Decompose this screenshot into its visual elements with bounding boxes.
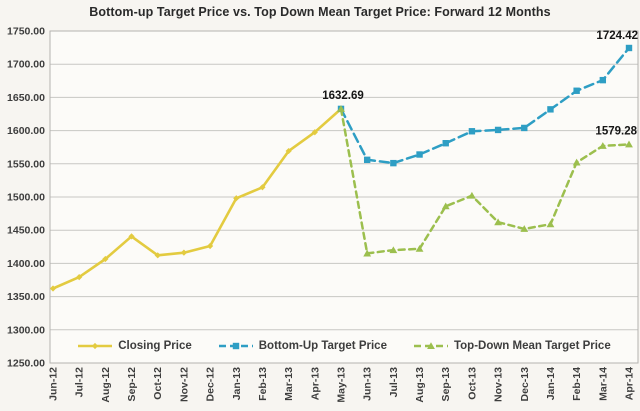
data-point-marker (337, 105, 345, 112)
x-axis-tick-label: Aug-12 (100, 367, 112, 403)
data-point-marker (102, 255, 109, 263)
data-point-marker (546, 220, 555, 228)
data-point-marker (92, 342, 99, 350)
x-axis-tick-label: Sep-13 (440, 367, 452, 402)
data-point-marker (573, 87, 580, 94)
data-point-marker (494, 126, 502, 134)
data-point-marker (468, 191, 476, 199)
x-axis-tick-label: May-13 (336, 367, 348, 403)
data-point-marker (572, 158, 581, 166)
data-point-marker (598, 142, 607, 149)
x-axis-tick-label: Apr-14 (624, 367, 636, 400)
x-axis-tick-label: Jan-14 (545, 367, 557, 400)
data-point-marker (311, 129, 318, 136)
legend-marker-square (218, 342, 253, 350)
x-axis-tick-label: Aug-13 (414, 367, 426, 403)
data-point-marker (547, 106, 554, 113)
data-label: 1632.69 (322, 90, 364, 102)
data-point-marker (233, 195, 240, 202)
y-axis-tick-label: 1700.00 (7, 59, 45, 71)
data-point-marker (441, 202, 450, 210)
y-axis-tick-label: 1650.00 (7, 92, 45, 104)
data-point-marker (625, 140, 633, 148)
data-point-marker (180, 249, 188, 256)
y-axis-tick-label: 1750.00 (7, 26, 45, 38)
x-axis-tick-label: Nov-13 (493, 367, 505, 402)
x-axis-tick-label: Oct-13 (466, 367, 478, 400)
series-line (51, 107, 343, 290)
y-axis-tick-label: 1500.00 (7, 192, 45, 204)
data-point-marker (206, 242, 214, 250)
data-point-marker (49, 285, 57, 292)
x-axis-tick-label: Mar-13 (283, 367, 295, 401)
data-point-marker (521, 124, 528, 132)
legend-marker-diamond (78, 342, 113, 350)
x-axis-tick-label: Nov-12 (178, 367, 190, 402)
x-axis-tick-label: Dec-12 (205, 367, 217, 402)
data-point-marker (76, 274, 83, 281)
y-axis-tick-label: 1450.00 (7, 225, 45, 237)
y-axis-tick-label: 1550.00 (7, 158, 45, 170)
y-axis-tick-label: 1400.00 (7, 258, 45, 270)
series-line (339, 46, 631, 165)
data-point-marker (363, 249, 372, 257)
y-axis-tick-label: 1600.00 (7, 125, 45, 137)
data-point-marker (363, 156, 371, 164)
data-label: 1724.42 (596, 30, 638, 42)
x-axis-tick-label: Oct-12 (152, 367, 164, 400)
data-point-marker (232, 342, 239, 350)
chart-title: Bottom-up Target Price vs. Top Down Mean… (89, 5, 551, 19)
x-axis-tick-label: Sep-12 (126, 367, 138, 402)
data-point-marker (390, 159, 397, 167)
series-top-down-mean-target-price (337, 105, 633, 257)
x-axis-tick-label: Dec-13 (519, 367, 531, 402)
data-point-marker (442, 140, 449, 147)
plot-border (49, 30, 639, 364)
data-point-marker (625, 44, 633, 52)
data-point-marker (494, 218, 502, 226)
y-axis-tick-label: 1350.00 (7, 291, 45, 303)
y-axis-tick-label: 1250.00 (7, 358, 45, 370)
legend-item-bottom-up-target-price: Bottom-Up Target Price (218, 340, 387, 352)
legend-label: Closing Price (118, 340, 192, 352)
data-point-marker (154, 252, 161, 259)
y-axis-tick-label: 1300.00 (7, 324, 45, 336)
data-point-marker (285, 147, 292, 155)
data-point-marker (520, 225, 529, 232)
x-axis-tick-label: Jun-13 (362, 367, 374, 401)
series-line (339, 107, 631, 255)
x-axis-tick-label: Jul-12 (74, 367, 86, 398)
x-axis-tick-label: Mar-14 (597, 367, 609, 401)
data-point-marker (468, 128, 476, 135)
x-axis-tick-label: Feb-13 (257, 367, 269, 401)
data-point-marker (415, 244, 424, 252)
x-axis-tick-label: Feb-14 (571, 367, 583, 401)
x-axis-tick-label: Jun-12 (48, 367, 60, 401)
data-label: 1579.28 (595, 125, 637, 137)
x-axis-tick-label: Jan-13 (231, 367, 243, 400)
data-point-marker (259, 184, 266, 191)
data-point-marker (427, 342, 435, 349)
legend-item-closing-price: Closing Price (77, 340, 192, 352)
legend-item-top-down-mean-target-price: Top-Down Mean Target Price (413, 340, 611, 352)
data-point-marker (128, 233, 135, 240)
legend-label: Top-Down Mean Target Price (453, 340, 611, 352)
x-axis-tick-label: Jul-13 (388, 367, 400, 398)
data-point-marker (389, 246, 398, 254)
x-axis-tick-label: Apr-13 (309, 367, 321, 400)
chart-legend: Closing Price Bottom-Up Target Price Top-D… (50, 337, 638, 355)
legend-marker-triangle (413, 342, 448, 349)
legend-label: Bottom-Up Target Price (258, 340, 387, 352)
data-point-marker (416, 151, 423, 158)
data-point-marker (599, 76, 607, 84)
